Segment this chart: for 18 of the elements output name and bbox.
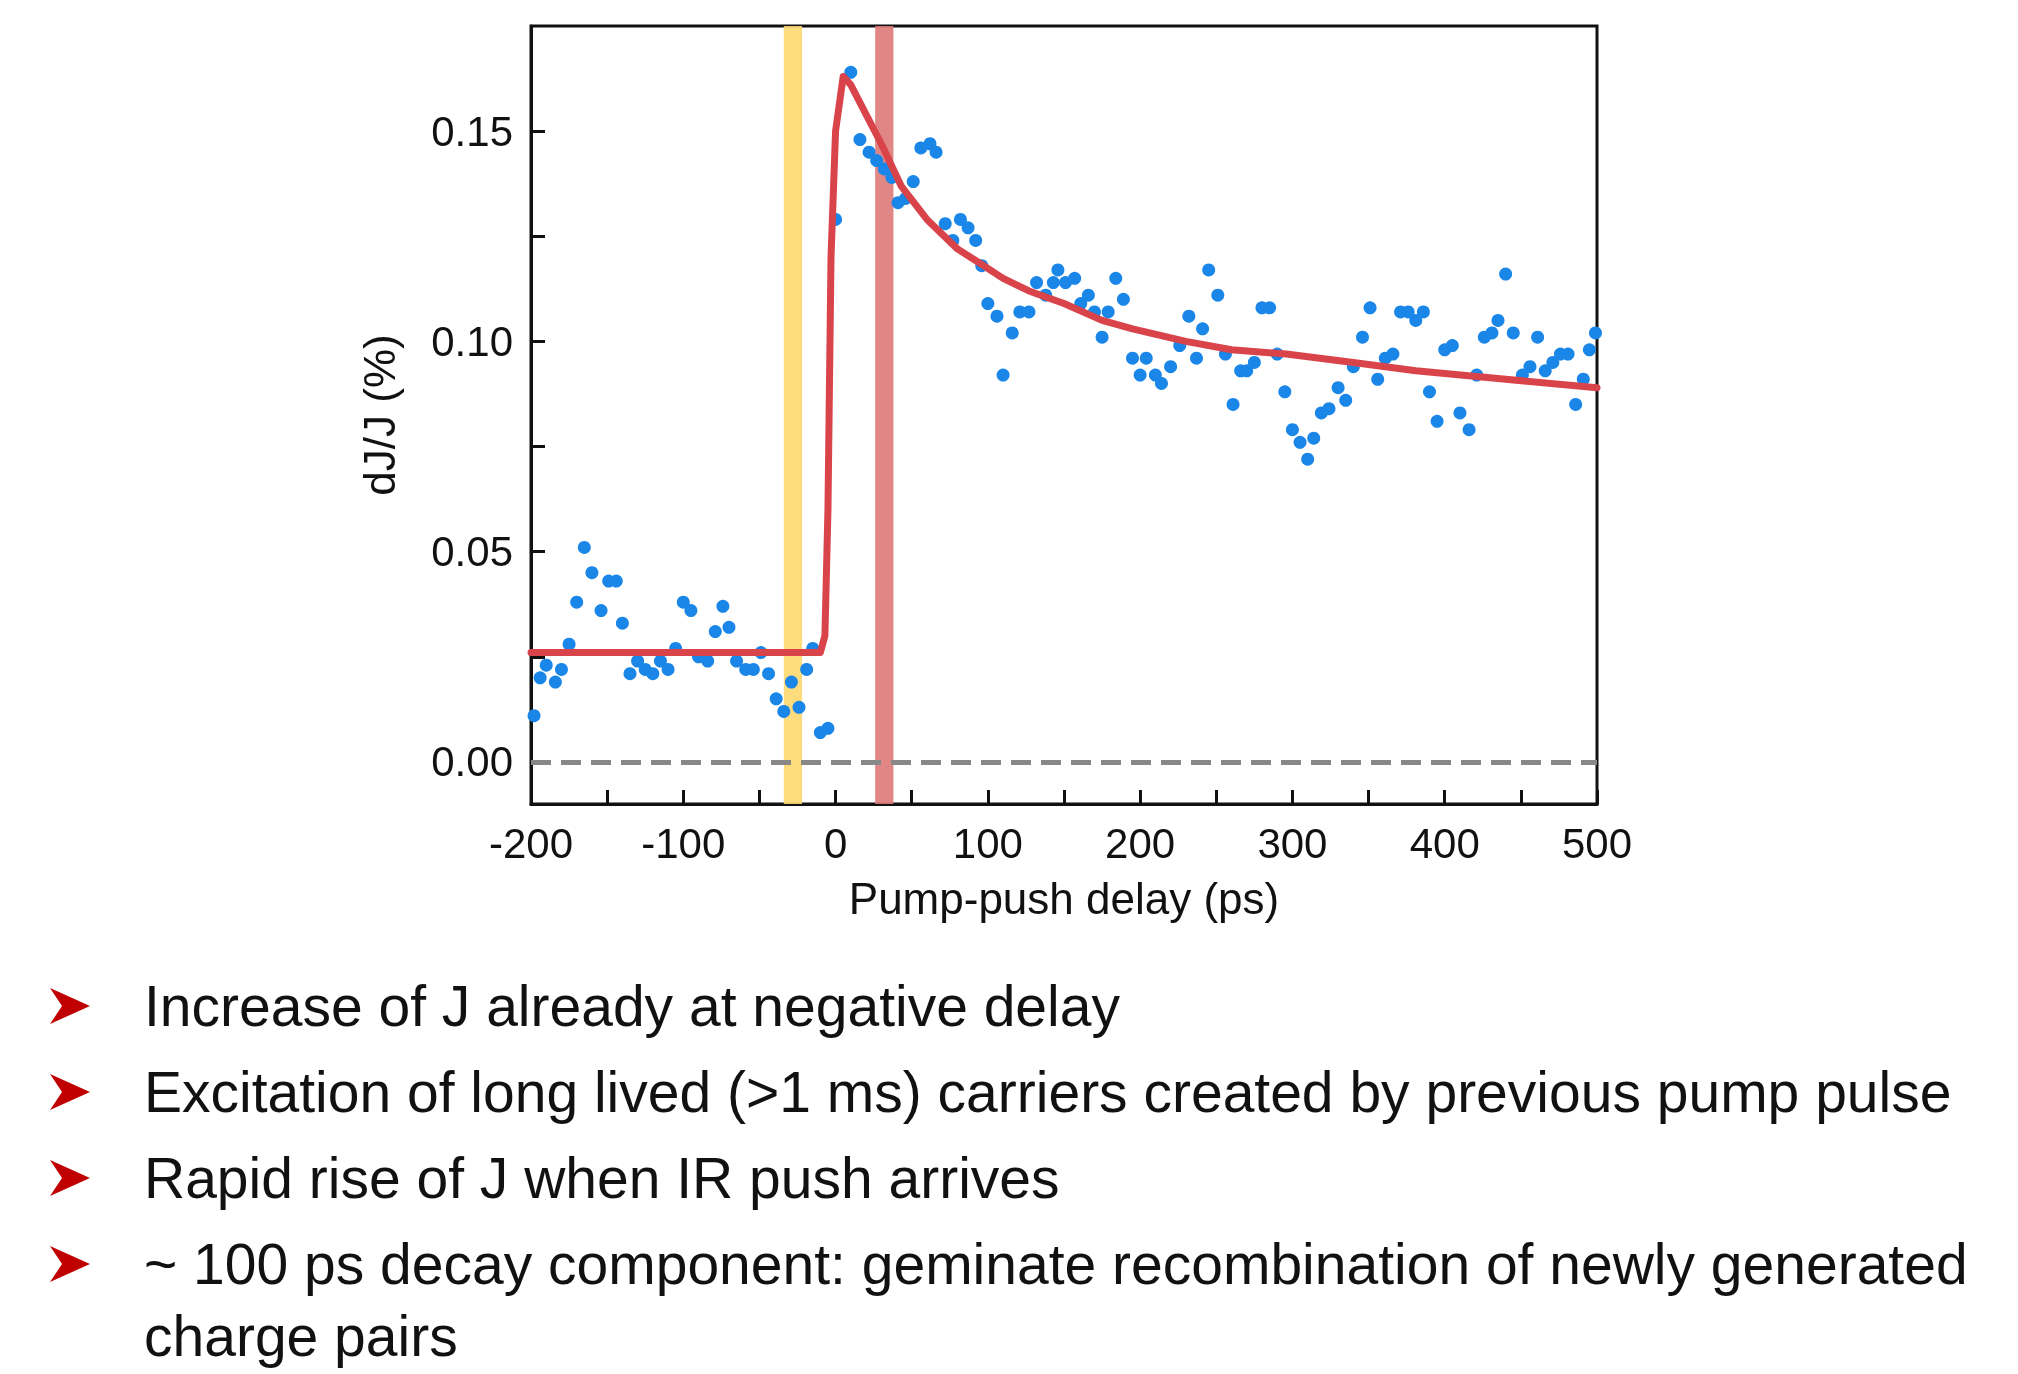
y-tick-label: 0.00 xyxy=(431,738,513,786)
y-tick-label: 0.10 xyxy=(431,317,513,365)
x-axis-title: Pump-push delay (ps) xyxy=(848,873,1280,923)
x-tick-label: 300 xyxy=(1257,819,1328,867)
y-axis-title: dJ/J (%) xyxy=(354,334,404,496)
text: Increase of J already at negative delay xyxy=(144,974,1120,1038)
text: Excitation of long lived (>1 ms) carriers created by previous pump pulse xyxy=(144,1060,1952,1124)
x-tick-label: 0 xyxy=(823,819,848,867)
x-tick-label: -200 xyxy=(488,819,574,867)
y-tick-label: 0.05 xyxy=(431,528,513,576)
text: ~ 100 ps decay component: geminate recombination of newly generated charge pairs xyxy=(144,1232,1968,1368)
x-tick-label: 500 xyxy=(1561,819,1633,867)
y-tick-label: 0.15 xyxy=(431,107,513,155)
text: Rapid rise of J when IR push arrives xyxy=(144,1146,1060,1210)
x-tick-label: -100 xyxy=(641,819,726,867)
x-tick-label: 100 xyxy=(952,819,1023,867)
x-tick-label: 200 xyxy=(1105,819,1176,867)
x-tick-label: 400 xyxy=(1409,819,1480,867)
